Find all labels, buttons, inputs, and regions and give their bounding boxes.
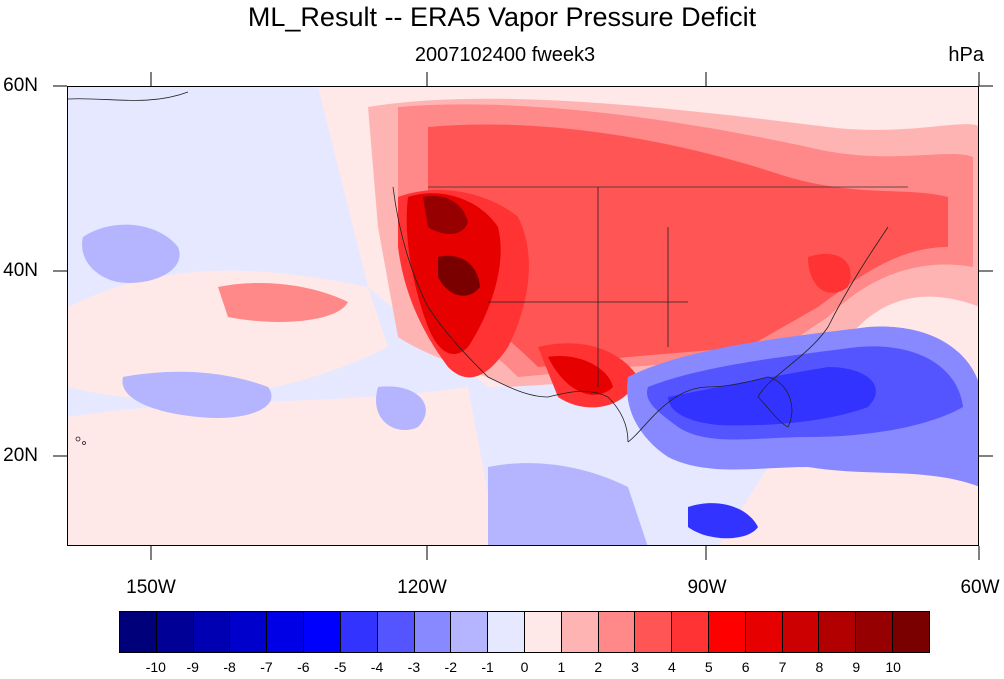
lat-label-40n: 40N bbox=[3, 260, 38, 281]
plot-units-label: hPa bbox=[948, 44, 984, 66]
anomaly-band-3-4 bbox=[428, 124, 948, 367]
anomaly-band-7-10 bbox=[423, 195, 480, 296]
coastline-outlines bbox=[68, 91, 908, 443]
colorbar-swatch bbox=[377, 612, 415, 652]
colorbar-tick-label: 9 bbox=[852, 659, 861, 675]
colorbar-swatch bbox=[230, 612, 268, 652]
colorbar-swatch bbox=[524, 612, 562, 652]
colorbar-swatch bbox=[672, 612, 709, 652]
colorbar-tick-label: -3 bbox=[407, 659, 421, 675]
colorbar-swatch bbox=[340, 612, 378, 652]
colorbar-swatch bbox=[745, 612, 783, 652]
colorbar-swatch bbox=[451, 612, 489, 652]
colorbar-swatch bbox=[856, 612, 894, 652]
colorbar-tick-label: -4 bbox=[370, 659, 384, 675]
colorbar bbox=[119, 611, 930, 653]
colorbar-tick-label: 0 bbox=[520, 659, 529, 675]
vpd-map bbox=[67, 86, 979, 546]
colorbar-swatch bbox=[304, 612, 341, 652]
colorbar-tick-label: 8 bbox=[815, 659, 824, 675]
lat-label-60n: 60N bbox=[3, 75, 38, 96]
colorbar-tick-label: 7 bbox=[778, 659, 787, 675]
lat-label-20n: 20N bbox=[3, 445, 38, 466]
colorbar-tick-label: -1 bbox=[481, 659, 494, 675]
colorbar-tick-label: 10 bbox=[885, 659, 901, 675]
anomaly-band-neg1-neg2 bbox=[82, 224, 648, 545]
colorbar-tick-label: -5 bbox=[333, 659, 347, 675]
colorbar-swatch bbox=[635, 612, 673, 652]
lon-label-90w: 90W bbox=[687, 577, 727, 598]
colorbar-tick-label: -9 bbox=[186, 659, 199, 675]
plot-title: ML_Result -- ERA5 Vapor Pressure Deficit bbox=[247, 2, 757, 32]
colorbar-tick-label: -6 bbox=[297, 659, 310, 675]
colorbar-swatch bbox=[782, 612, 820, 652]
colorbar-tick-label: 4 bbox=[668, 659, 676, 675]
colorbar-swatch bbox=[267, 612, 305, 652]
colorbar-swatch bbox=[709, 612, 746, 652]
lon-label-150w: 150W bbox=[126, 577, 176, 598]
lon-label-120w: 120W bbox=[397, 577, 447, 598]
plot-subtitle-date: 2007102400 fweek3 bbox=[414, 44, 596, 66]
colorbar-tick-label: 6 bbox=[741, 659, 750, 675]
colorbar-tick-label: -2 bbox=[444, 659, 457, 675]
colorbar-tick-label: 5 bbox=[704, 659, 713, 675]
colorbar-swatch bbox=[598, 612, 636, 652]
colorbar-swatch bbox=[193, 612, 231, 652]
colorbar-swatch bbox=[156, 612, 194, 652]
anomaly-band-negative-strong bbox=[627, 326, 978, 539]
colorbar-tick-label: -8 bbox=[223, 659, 236, 675]
hawaii-islands bbox=[75, 436, 86, 445]
colorbar-tick-label: -7 bbox=[260, 659, 273, 675]
colorbar-tick-label: 3 bbox=[631, 659, 639, 675]
vpd-map-canvas bbox=[68, 87, 978, 545]
colorbar-swatch bbox=[819, 612, 857, 652]
colorbar-tick-label: 2 bbox=[594, 659, 603, 675]
colorbar-tick-label: -10 bbox=[145, 659, 166, 675]
colorbar-tick-label: 1 bbox=[557, 659, 566, 675]
colorbar-swatch bbox=[561, 612, 599, 652]
colorbar-swatch bbox=[414, 612, 452, 652]
colorbar-swatch bbox=[488, 612, 525, 652]
colorbar-swatch bbox=[120, 612, 157, 652]
lon-label-60w: 60W bbox=[960, 577, 1000, 598]
colorbar-swatch bbox=[893, 612, 929, 652]
